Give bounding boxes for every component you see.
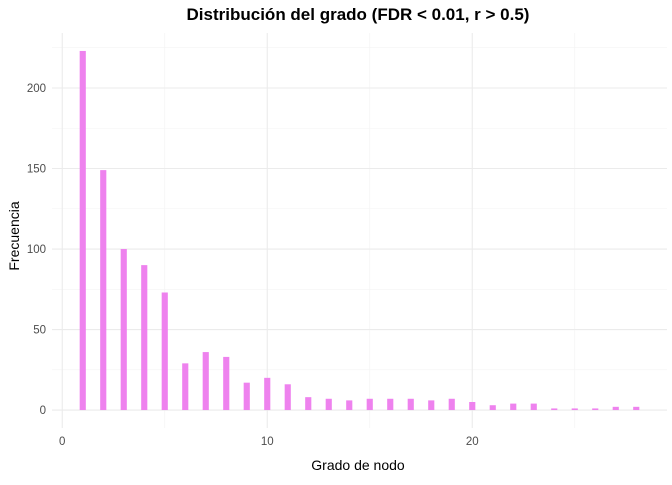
y-tick-label: 150 <box>27 164 46 176</box>
histogram-bar-degree-10 <box>264 377 271 411</box>
histogram-bar-degree-4 <box>141 265 148 411</box>
histogram-bar-degree-22 <box>510 403 517 411</box>
histogram-bar-degree-7 <box>202 352 209 411</box>
histogram-bar-degree-28 <box>633 406 640 411</box>
y-tick-label: 50 <box>33 325 46 337</box>
histogram-bar-degree-21 <box>489 405 496 411</box>
histogram-bar-degree-23 <box>530 403 537 411</box>
histogram-bar-degree-27 <box>612 406 619 411</box>
histogram-bar-degree-20 <box>469 401 476 411</box>
histogram-bar-degree-6 <box>182 363 189 411</box>
y-tick-label: 0 <box>40 405 46 417</box>
histogram-bar-degree-13 <box>325 398 332 411</box>
grid-layer <box>52 33 667 428</box>
x-tick-label: 0 <box>59 436 65 448</box>
bars-layer <box>79 50 640 411</box>
y-tick-label: 200 <box>27 83 46 95</box>
histogram-bar-degree-18 <box>428 400 435 411</box>
histogram-bar-degree-1 <box>79 50 86 411</box>
histogram-bar-degree-12 <box>305 397 312 411</box>
histogram-bar-degree-3 <box>120 249 127 411</box>
x-axis-title: Grado de nodo <box>311 457 405 473</box>
chart-title: Distribución del grado (FDR < 0.01, r > … <box>187 5 530 24</box>
histogram-bar-degree-5 <box>161 292 168 411</box>
histogram-bar-degree-14 <box>346 400 353 411</box>
x-tick-label: 20 <box>466 436 479 448</box>
y-axis-title: Frecuencia <box>6 201 22 270</box>
histogram-bar-degree-8 <box>223 356 230 411</box>
histogram-bar-degree-19 <box>448 398 455 411</box>
histogram-bar-degree-25 <box>571 408 578 411</box>
histogram-bar-degree-11 <box>284 384 291 411</box>
histogram-bar-degree-2 <box>100 170 107 411</box>
x-tick-label: 10 <box>261 436 274 448</box>
histogram-bar-degree-26 <box>592 408 599 411</box>
histogram-bar-degree-9 <box>243 382 250 411</box>
y-tick-label: 100 <box>27 244 46 256</box>
histogram-bar-degree-16 <box>387 398 394 411</box>
histogram-bar-degree-17 <box>407 398 414 411</box>
histogram-bar-degree-15 <box>366 398 373 411</box>
histogram-bar-degree-24 <box>551 408 558 411</box>
